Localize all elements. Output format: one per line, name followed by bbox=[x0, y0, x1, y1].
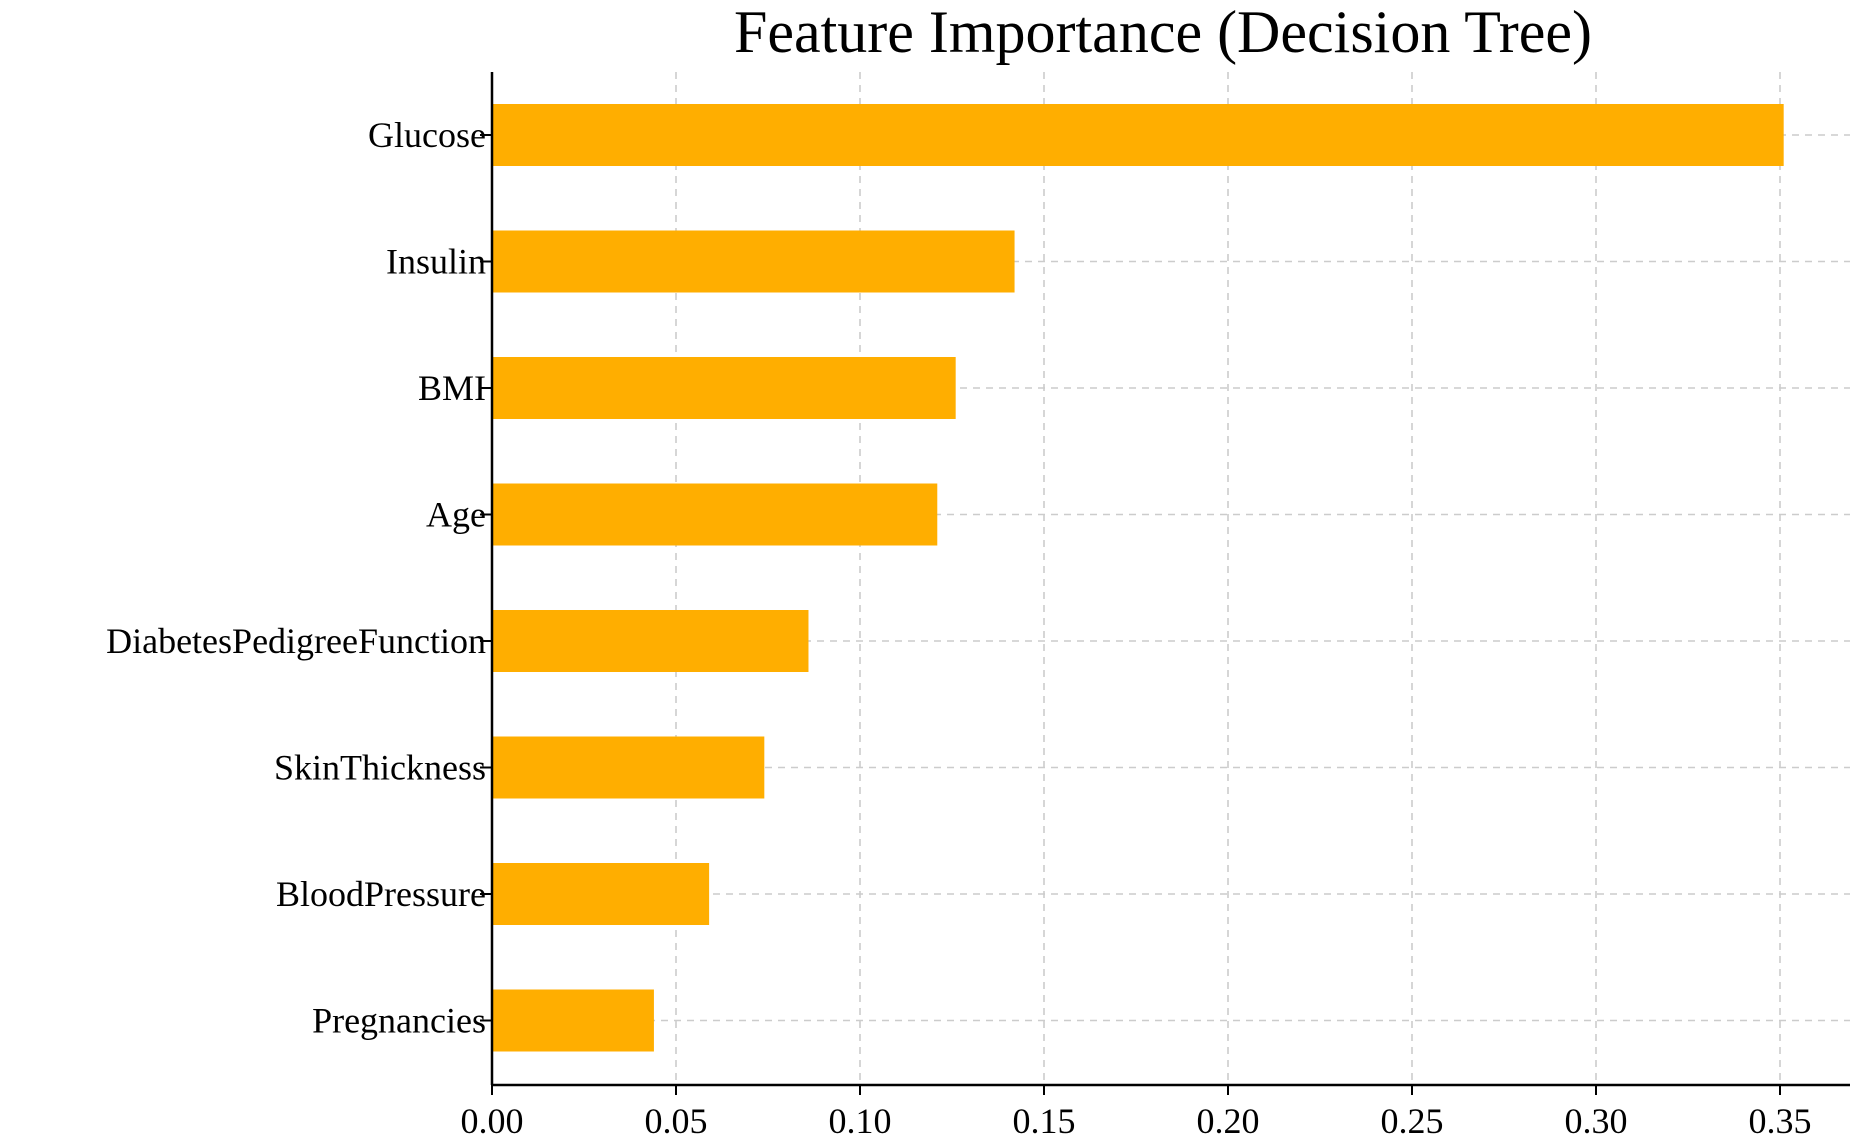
y-tick-label: SkinThickness bbox=[274, 748, 486, 788]
labels-layer: 0.00 0.05 0.10 0.15 0.20 0.25 0.30 0.35 Glucose I… bbox=[106, 115, 1812, 1141]
chart-title: Feature Importance (Decision Tree) bbox=[734, 0, 1592, 65]
y-tick-label: Glucose bbox=[368, 115, 486, 155]
bar bbox=[492, 230, 1015, 293]
x-tick-label: 0.10 bbox=[829, 1101, 892, 1139]
x-tick-label: 0.25 bbox=[1381, 1101, 1444, 1139]
x-tick-label: 0.30 bbox=[1565, 1101, 1628, 1139]
y-tick-label: DiabetesPedigreeFunction bbox=[106, 621, 486, 661]
y-tick-label: BMI bbox=[418, 368, 486, 408]
bar bbox=[492, 736, 765, 799]
bar bbox=[492, 610, 809, 672]
bar bbox=[492, 357, 956, 419]
grid-layer bbox=[491, 72, 1850, 1085]
y-tick-label: Pregnancies bbox=[312, 1001, 486, 1041]
x-tick-label: 0.15 bbox=[1013, 1101, 1076, 1139]
x-tick-label: 0.00 bbox=[461, 1101, 524, 1139]
bar bbox=[492, 863, 710, 925]
bar bbox=[492, 483, 938, 546]
y-tick-label: BloodPressure bbox=[276, 874, 486, 914]
x-tick-label: 0.20 bbox=[1197, 1101, 1260, 1139]
x-tick-label: 0.05 bbox=[645, 1101, 708, 1139]
bars-layer bbox=[492, 104, 1784, 1052]
axes-layer bbox=[490, 72, 1850, 1087]
bar bbox=[492, 989, 654, 1052]
y-tick-label: Age bbox=[426, 495, 486, 535]
x-tick-label: 0.35 bbox=[1749, 1101, 1812, 1139]
y-tick-label: Insulin bbox=[386, 242, 486, 282]
bar bbox=[492, 104, 1784, 166]
ticks-layer bbox=[480, 134, 1781, 1095]
